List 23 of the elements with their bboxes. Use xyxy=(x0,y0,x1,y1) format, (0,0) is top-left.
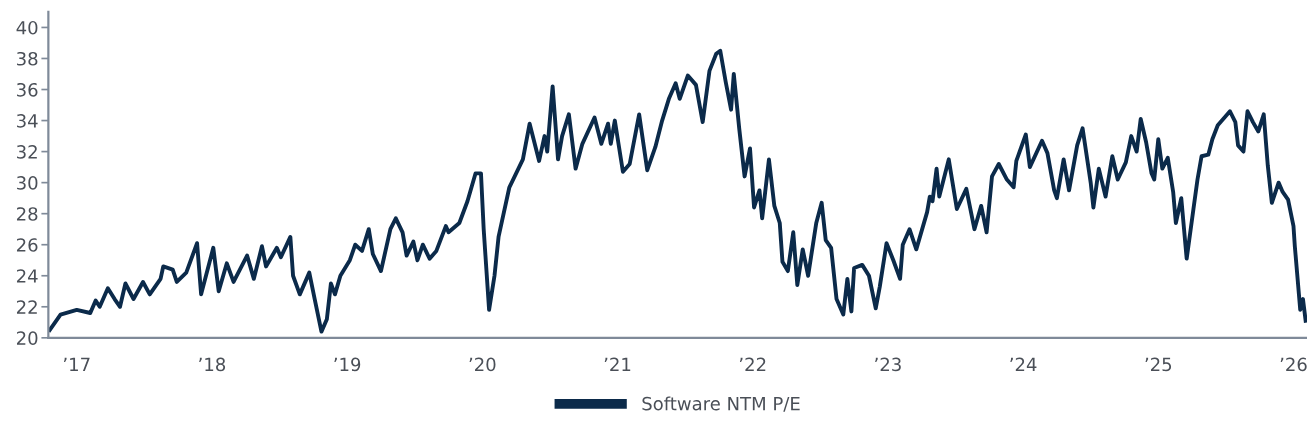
line-series xyxy=(48,48,1307,334)
x-tick-label: ’25 xyxy=(1145,357,1172,372)
x-tick-label: ’22 xyxy=(739,357,766,371)
y-tick-label: 24 xyxy=(16,269,38,283)
legend-label: Software NTM P/E xyxy=(642,396,800,412)
x-tick-label: ’17 xyxy=(63,357,90,371)
y-tick-label: 20 xyxy=(16,331,38,345)
x-tick-label: ’19 xyxy=(334,357,361,372)
x-tick-label: ’24 xyxy=(1010,357,1037,371)
x-tick-label: ’23 xyxy=(875,357,901,372)
x-tick-label: ’20 xyxy=(469,357,496,372)
y-tick-label: 26 xyxy=(16,238,38,252)
y-tick-label: 22 xyxy=(16,300,37,314)
x-tick-label: ’21 xyxy=(604,357,631,371)
y-tick-label: 38 xyxy=(17,51,38,66)
y-tick-label: 34 xyxy=(17,114,38,128)
y-tick-label: 40 xyxy=(16,20,38,35)
x-tick-label: ’26 xyxy=(1280,357,1307,372)
y-tick-label: 30 xyxy=(17,176,38,190)
x-tick-label: ’18 xyxy=(199,357,226,372)
y-tick-label: 32 xyxy=(17,145,37,159)
y-tick-label: 28 xyxy=(16,207,38,221)
y-tick-label: 36 xyxy=(17,82,38,97)
